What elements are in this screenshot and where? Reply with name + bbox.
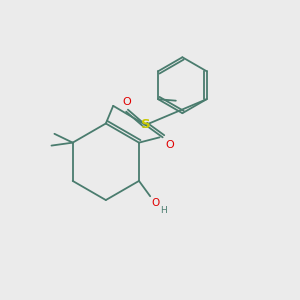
Text: O: O [165, 140, 174, 150]
Text: S: S [141, 118, 150, 131]
Text: O: O [151, 198, 159, 208]
Text: H: H [160, 206, 166, 215]
Text: O: O [122, 97, 131, 107]
